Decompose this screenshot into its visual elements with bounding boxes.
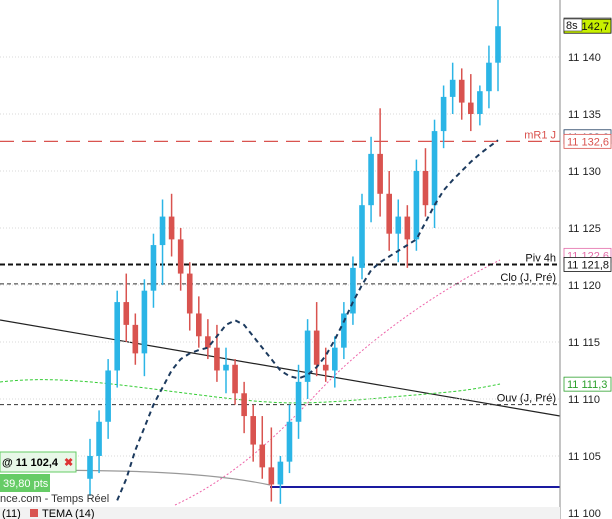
plot-area	[0, 0, 560, 519]
candle-body	[177, 239, 184, 274]
candle-body	[440, 96, 447, 132]
candle-body	[105, 370, 111, 422]
candle-body	[295, 381, 302, 422]
candle-body	[205, 336, 211, 348]
candle-body	[132, 324, 139, 354]
candle-body	[232, 364, 238, 394]
candle-body	[259, 444, 266, 468]
level-label: mR1 J	[524, 129, 556, 141]
countdown: 8s	[566, 20, 578, 32]
candle-body	[196, 313, 202, 337]
candle-body	[468, 102, 474, 114]
candle-body	[377, 153, 383, 194]
candle-body	[241, 393, 247, 417]
moving-average	[174, 259, 501, 506]
candle-body	[159, 216, 166, 246]
y-tick-label: 11 105	[568, 451, 601, 463]
y-tick-label: 11 100	[568, 508, 601, 519]
candle-body	[313, 330, 320, 365]
legend-swatch	[30, 509, 38, 517]
bottom-panel: @ 11 102,4 ✖ 39,80 pts nce.com - Temps R…	[0, 451, 560, 519]
order-points: 39,80 pts	[3, 478, 49, 490]
countdown-box	[563, 18, 583, 32]
candle-body	[114, 302, 120, 371]
price-tag	[563, 133, 612, 149]
candle-body	[486, 62, 492, 92]
candle-body	[422, 170, 429, 206]
candle-body	[350, 267, 356, 314]
trend-line	[0, 319, 561, 417]
candle-body	[368, 153, 374, 206]
y-tick-label: 11 120	[568, 280, 601, 292]
candle-body	[214, 347, 220, 371]
y-tick-label: 11 135	[568, 109, 601, 121]
price-tag-label: 11 121,8	[567, 259, 609, 271]
candle-body	[186, 273, 193, 314]
level-label: Piv 4h	[525, 252, 556, 264]
candle-body	[223, 364, 229, 371]
order-box	[0, 451, 77, 473]
tema-line	[116, 139, 499, 501]
candle-body	[332, 347, 338, 371]
level-label: Clo (J, Pré)	[500, 272, 556, 284]
level-label: Ouv (J, Pré)	[497, 393, 556, 405]
candle-body	[395, 216, 402, 234]
data-source: nce.com - Temps Réel	[0, 493, 109, 505]
candle-body	[87, 455, 93, 479]
candle-body	[322, 364, 329, 371]
y-tick-label: 11 130	[568, 166, 601, 178]
candle-body	[359, 205, 365, 268]
candle-body	[286, 421, 293, 462]
price-tag-label: 11 132,6	[567, 136, 609, 148]
legend-bar	[0, 507, 560, 519]
y-tick-label: 11 110	[568, 394, 600, 406]
candle-body	[449, 79, 456, 97]
candle-body	[431, 131, 438, 206]
candle-body	[150, 245, 157, 291]
close-order[interactable]: ✖	[64, 457, 73, 469]
candle-body	[404, 216, 411, 240]
price-tag	[563, 257, 612, 272]
candle-body	[268, 467, 275, 485]
candle-body	[123, 302, 130, 325]
candle-body	[250, 416, 256, 445]
price-tag-label: 11 111,3	[567, 379, 607, 391]
candle-body	[96, 421, 102, 456]
legend-entry: TEMA (14)	[42, 508, 95, 519]
candle-body	[277, 461, 284, 485]
candle-body	[458, 79, 465, 103]
y-tick-label: 11 125	[568, 223, 601, 235]
points-box	[0, 474, 50, 492]
candle-body	[413, 170, 420, 240]
candle-body	[386, 193, 392, 234]
order-price: @ 11 102,4	[2, 457, 59, 469]
y-tick-label: 11 140	[568, 52, 601, 64]
candle-body	[304, 330, 311, 382]
candle-body	[495, 26, 501, 63]
candle-body	[477, 91, 483, 114]
y-tick-label: 11 115	[568, 337, 600, 349]
candle-body	[168, 216, 175, 240]
price-tag	[563, 376, 612, 392]
candle-body	[141, 290, 148, 354]
candle-body	[341, 313, 347, 348]
legend-entry: (11)	[2, 508, 21, 519]
